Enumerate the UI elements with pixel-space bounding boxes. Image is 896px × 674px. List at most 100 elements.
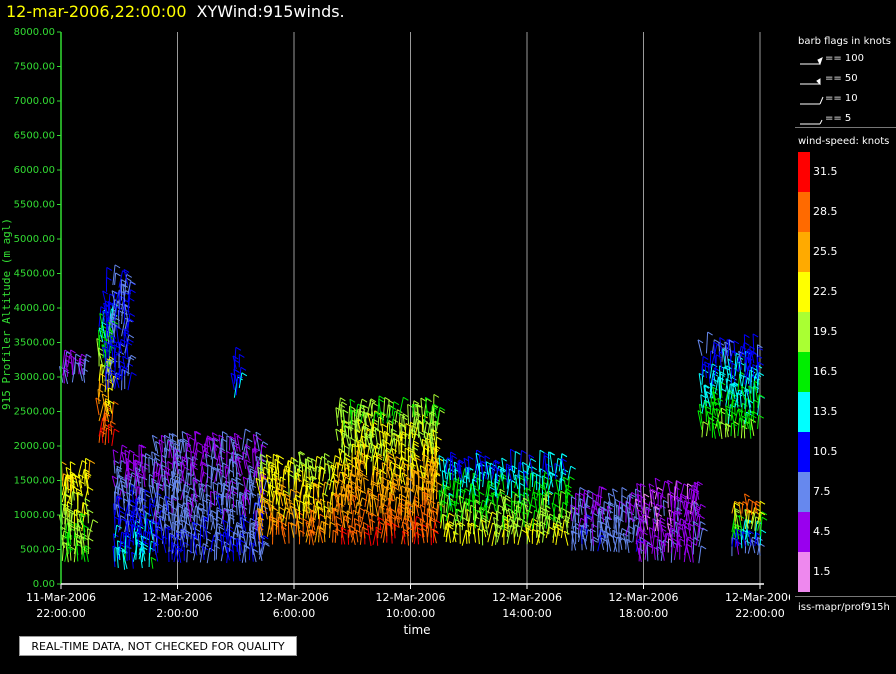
wind-barb [522, 497, 528, 513]
scale-swatch [798, 552, 810, 592]
wind-barb [125, 532, 128, 549]
wind-barb [435, 482, 438, 500]
wind-barb [362, 405, 368, 426]
wind-barb-flag [229, 536, 236, 541]
wind-barb-flag [682, 521, 689, 525]
wind-barb [459, 468, 466, 488]
wind-barb [552, 522, 557, 537]
wind-barb [296, 520, 300, 537]
wind-barb-flag [738, 350, 744, 355]
wind-barb [194, 431, 198, 450]
wind-barb [305, 522, 310, 537]
wind-barb [597, 506, 601, 520]
wind-barb [752, 411, 755, 424]
wind-barb-flag [448, 512, 455, 517]
wind-barb [712, 391, 716, 407]
wind-barb [355, 529, 359, 543]
wind-barb [374, 428, 379, 447]
wind-barb-flag [213, 437, 220, 442]
wind-barb [679, 483, 685, 502]
wind-barb-flag [651, 488, 658, 493]
wind-barb-flag [566, 484, 572, 489]
wind-barb [565, 510, 569, 528]
wind-barb [398, 435, 400, 455]
wind-barb [386, 466, 391, 479]
wind-barb [151, 435, 157, 452]
wind-barb [680, 495, 685, 510]
wind-barb [453, 461, 457, 474]
x-tick-date: 12-Mar-2006 [492, 591, 562, 604]
wind-barb [405, 487, 410, 499]
wind-barb [432, 473, 436, 494]
wind-barb [241, 530, 247, 545]
wind-barb [479, 506, 484, 519]
wind-barb [252, 502, 257, 514]
wind-barb [502, 508, 505, 523]
wind-barb [151, 451, 154, 466]
wind-barb [112, 546, 116, 568]
wind-barb [730, 422, 733, 437]
wind-barb-flag [528, 454, 535, 459]
wind-barb [545, 463, 550, 480]
wind-barb [357, 515, 361, 537]
wind-barb [698, 545, 702, 564]
wind-barb [192, 442, 199, 461]
wind-barb [644, 544, 648, 560]
wind-barb [256, 521, 260, 540]
wind-barb [531, 481, 536, 497]
wind-barb [192, 535, 198, 556]
wind-barb-flag [745, 530, 751, 535]
wind-barb [71, 358, 74, 375]
wind-barb-flag [70, 349, 76, 354]
wind-barb [245, 532, 249, 552]
wind-barb-flag [237, 456, 243, 461]
wind-barb [302, 501, 306, 519]
wind-barb [391, 401, 395, 416]
wind-barb [177, 515, 181, 530]
wind-barb [172, 496, 175, 515]
wind-barb-flag [251, 522, 257, 527]
wind-barb-flag [583, 492, 590, 497]
wind-barb [748, 369, 751, 384]
wind-barb [215, 532, 219, 547]
wind-barb [735, 528, 740, 546]
wind-barb-flag [120, 477, 126, 482]
wind-barb [183, 473, 188, 493]
wind-barb-flag [680, 495, 687, 500]
wind-barb-flag [171, 470, 177, 475]
wind-barb [351, 530, 356, 546]
wind-barb-flag [250, 517, 256, 522]
wind-barb-flag [493, 516, 499, 521]
wind-barb [134, 499, 140, 518]
wind-barb [269, 506, 272, 522]
wind-barb [564, 490, 569, 504]
wind-barb [144, 527, 150, 546]
wind-barb [229, 536, 235, 553]
wind-barb [705, 391, 711, 408]
wind-barb-flag [120, 515, 126, 519]
wind-barb-flag [255, 431, 262, 436]
wind-barb [128, 539, 130, 561]
wind-barb [233, 522, 238, 537]
wind-barb [416, 522, 420, 538]
wind-barb [544, 505, 550, 520]
wind-barb [84, 498, 89, 518]
wind-barb-flag [226, 508, 233, 513]
wind-barb [701, 399, 706, 414]
wind-barb [258, 510, 264, 527]
wind-barb-flag [130, 354, 137, 359]
wind-barb [108, 335, 112, 352]
wind-barb [413, 532, 417, 545]
wind-barb [268, 504, 274, 519]
wind-barb [421, 439, 425, 453]
wind-barb [270, 464, 274, 479]
wind-barb [248, 492, 252, 514]
wind-barb-flag [742, 501, 749, 506]
wind-barb [354, 403, 359, 417]
wind-barb [440, 500, 443, 523]
speed-legend-title: wind-speed: knots [798, 136, 890, 147]
wind-barb [531, 510, 536, 530]
wind-barb-flag [341, 401, 348, 406]
wind-barb [98, 402, 105, 422]
wind-barb [243, 544, 247, 563]
